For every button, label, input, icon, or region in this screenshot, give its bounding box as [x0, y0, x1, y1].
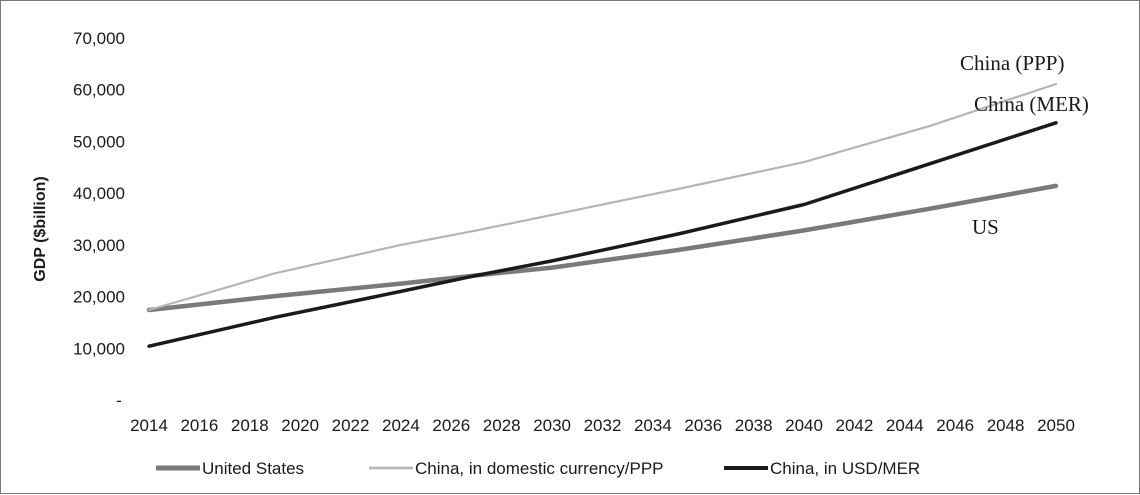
x-tick-label: 2026 — [432, 416, 470, 435]
line-annotations: China (PPP) China (MER) US — [960, 51, 1089, 239]
x-tick-label: 2018 — [231, 416, 269, 435]
x-tick-label: 2020 — [281, 416, 319, 435]
x-tick-label: 2016 — [180, 416, 218, 435]
y-tick-label: 20,000 — [73, 288, 125, 307]
y-tick-label: 40,000 — [73, 184, 125, 203]
x-tick-label: 2024 — [382, 416, 420, 435]
line-annotation: China (PPP) — [960, 51, 1064, 75]
axes: - 10,000 20,000 30,000 40,000 50,000 60,000 70,… — [73, 29, 1075, 435]
x-tick-label: 2040 — [785, 416, 823, 435]
y-tick-label: - — [116, 391, 122, 410]
x-tick-label: 2048 — [987, 416, 1025, 435]
x-tick-label: 2042 — [836, 416, 874, 435]
series-lines — [149, 84, 1056, 346]
legend-label: China, in domestic currency/PPP — [415, 459, 664, 478]
y-axis-title: GDP ($billion) — [32, 176, 49, 281]
y-tick-label: 30,000 — [73, 236, 125, 255]
line-annotation: China (MER) — [974, 92, 1089, 116]
series-line — [149, 84, 1056, 310]
legend-label: China, in USD/MER — [770, 459, 920, 478]
series-line — [149, 123, 1056, 346]
x-tick-label: 2038 — [735, 416, 773, 435]
x-tick-label: 2014 — [130, 416, 168, 435]
x-tick-label: 2036 — [684, 416, 722, 435]
line-annotation: US — [972, 215, 999, 239]
legend: United States China, in domestic currency… — [156, 459, 920, 478]
x-tick-label: 2030 — [533, 416, 571, 435]
x-tick-label: 2034 — [634, 416, 672, 435]
y-tick-label: 60,000 — [73, 81, 125, 100]
x-tick-label: 2028 — [483, 416, 521, 435]
x-tick-label: 2022 — [332, 416, 370, 435]
y-tick-label: 70,000 — [73, 29, 125, 48]
y-tick-label: 50,000 — [73, 132, 125, 151]
x-tick-label: 2046 — [936, 416, 974, 435]
x-tick-label: 2032 — [584, 416, 622, 435]
x-tick-label: 2050 — [1037, 416, 1075, 435]
legend-label: United States — [202, 459, 304, 478]
x-tick-label: 2044 — [886, 416, 924, 435]
y-tick-label: 10,000 — [73, 339, 125, 358]
